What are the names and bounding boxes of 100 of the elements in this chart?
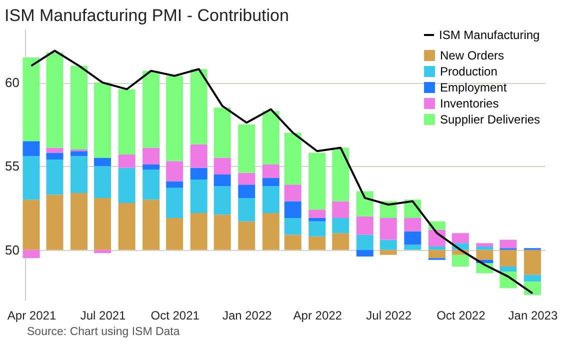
y-tick-label: 50 (5, 242, 20, 258)
bar (142, 70, 160, 148)
x-tick-label: Jan 2023 (508, 308, 558, 322)
bar (428, 246, 446, 250)
bar (214, 108, 231, 158)
legend-label: Production (440, 64, 498, 78)
bar (476, 246, 494, 250)
bar (214, 158, 231, 175)
bar (356, 191, 374, 216)
bar (46, 194, 64, 250)
bar (118, 89, 136, 154)
bar (238, 124, 256, 173)
bar (238, 221, 256, 250)
bar (262, 178, 280, 186)
bar (404, 231, 422, 245)
bar (308, 221, 326, 236)
bar (356, 216, 374, 235)
bar (284, 218, 302, 235)
bar (284, 184, 302, 202)
bar (166, 181, 184, 188)
bar (190, 144, 208, 168)
bar (94, 166, 112, 198)
bar (142, 164, 160, 170)
bar (214, 174, 231, 186)
bar (284, 132, 302, 185)
bar (22, 250, 40, 258)
legend-label: Supplier Deliveries (440, 112, 540, 126)
bar (332, 148, 350, 202)
bar (380, 250, 397, 255)
bar (380, 218, 397, 240)
bar (356, 250, 374, 257)
bar (500, 250, 517, 267)
chart-title: ISM Manufacturing PMI - Contribution (4, 6, 289, 25)
bar (452, 233, 469, 244)
x-tick-label: Jul 2021 (80, 308, 126, 322)
x-tick-label: Apr 2022 (293, 308, 342, 322)
bar (332, 201, 350, 218)
bar (46, 52, 64, 148)
bar (70, 151, 88, 156)
bar (500, 266, 517, 272)
bar (190, 213, 208, 250)
bar (308, 152, 326, 210)
x-tick-label: Apr 2021 (7, 308, 56, 322)
bar (308, 236, 326, 250)
bar (356, 234, 374, 250)
y-tick-label: 60 (5, 75, 20, 90)
bar (22, 156, 40, 200)
bar (262, 213, 280, 250)
bar (166, 76, 184, 162)
bar (166, 161, 184, 182)
bar (70, 66, 88, 150)
bar (22, 141, 40, 156)
bar (190, 168, 208, 180)
bar (332, 233, 350, 250)
bar (524, 250, 541, 275)
bar (428, 250, 446, 258)
bar (46, 159, 64, 195)
bar (284, 234, 302, 250)
bar (142, 148, 160, 164)
bar (214, 214, 231, 250)
bar (46, 152, 64, 160)
bar (476, 243, 494, 246)
bar (380, 240, 397, 250)
bar (238, 184, 256, 198)
bar (142, 200, 160, 250)
bar (262, 164, 280, 178)
bar (94, 82, 112, 158)
bar (238, 198, 256, 222)
x-tick-label: Jul 2022 (366, 308, 412, 322)
bar (142, 170, 160, 200)
bar (70, 192, 88, 250)
x-tick-label: Oct 2021 (150, 308, 200, 322)
bar (262, 186, 280, 214)
bar (500, 240, 517, 248)
legend-label: Inventories (440, 96, 499, 110)
legend-label: New Orders (440, 48, 504, 62)
bar (190, 69, 208, 144)
bar (70, 156, 88, 193)
legend-label: Employment (440, 80, 508, 94)
bar (22, 57, 40, 142)
bar (404, 218, 422, 232)
bar (94, 198, 112, 250)
bar (118, 154, 136, 168)
bar (332, 218, 350, 234)
x-tick-label: Oct 2022 (436, 308, 486, 322)
bar (524, 274, 541, 282)
bar (166, 218, 184, 250)
bar (214, 186, 231, 215)
y-tick-label: 55 (5, 158, 20, 174)
bar (284, 201, 302, 218)
bar (22, 200, 40, 250)
bar (190, 180, 208, 214)
source-note: Source: Chart using ISM Data (27, 326, 180, 338)
bar (118, 202, 136, 250)
bar (94, 158, 112, 166)
x-tick-label: Jan 2022 (222, 308, 272, 322)
bar (262, 110, 280, 164)
bar (308, 218, 326, 222)
bar (452, 254, 469, 267)
legend-label: ISM Manufacturing (439, 28, 540, 42)
